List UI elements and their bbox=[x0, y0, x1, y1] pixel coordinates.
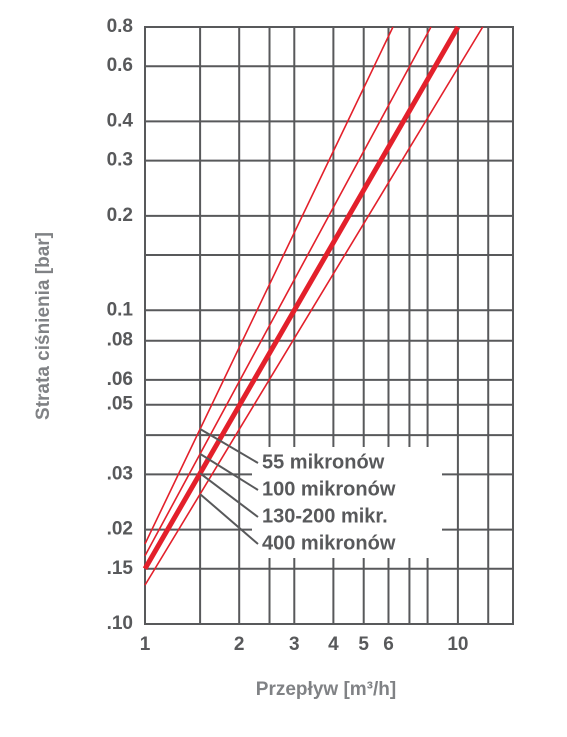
legend-label: 130-200 mikr. bbox=[262, 505, 388, 527]
y-tick-label: .08 bbox=[107, 330, 133, 351]
legend-leader bbox=[199, 472, 259, 518]
y-tick-label: .03 bbox=[107, 463, 133, 484]
x-tick-label: 4 bbox=[328, 634, 339, 655]
plot-frame bbox=[144, 26, 514, 625]
data-line bbox=[144, 26, 432, 557]
x-tick-label: 5 bbox=[358, 634, 369, 655]
x-axis-title: Przepływ [m³/h] bbox=[256, 679, 396, 700]
legend-leader bbox=[199, 428, 259, 464]
y-tick-label: 0.8 bbox=[107, 16, 133, 37]
legend-leader bbox=[199, 493, 259, 545]
y-tick-label: 0.3 bbox=[107, 150, 133, 171]
y-tick-label: .15 bbox=[107, 558, 134, 579]
y-tick-label: 0.6 bbox=[107, 55, 133, 76]
legend-box bbox=[252, 447, 442, 558]
x-tick-label: 3 bbox=[289, 634, 300, 655]
data-line bbox=[144, 26, 394, 545]
data-line bbox=[144, 26, 484, 586]
y-tick-label: 0.4 bbox=[107, 110, 134, 131]
data-line bbox=[142, 25, 461, 571]
legend-label: 100 mikronów bbox=[262, 478, 396, 500]
y-tick-label: .05 bbox=[107, 394, 134, 415]
x-tick-label: 10 bbox=[447, 634, 468, 655]
x-tick-label: 6 bbox=[383, 634, 394, 655]
y-tick-label: .06 bbox=[107, 369, 133, 390]
y-tick-label: .02 bbox=[107, 519, 133, 540]
legend-label: 400 mikronów bbox=[262, 532, 396, 554]
y-tick-label: .10 bbox=[107, 613, 133, 634]
legend-leader bbox=[199, 453, 259, 491]
y-axis-title: Strata ciśnienia [bar] bbox=[33, 232, 54, 420]
y-tick-label: 0.1 bbox=[107, 299, 134, 320]
y-tick-label: 0.2 bbox=[107, 205, 133, 226]
x-tick-label: 2 bbox=[234, 634, 245, 655]
x-tick-label: 1 bbox=[140, 634, 151, 655]
legend-label: 55 mikronów bbox=[262, 451, 385, 473]
